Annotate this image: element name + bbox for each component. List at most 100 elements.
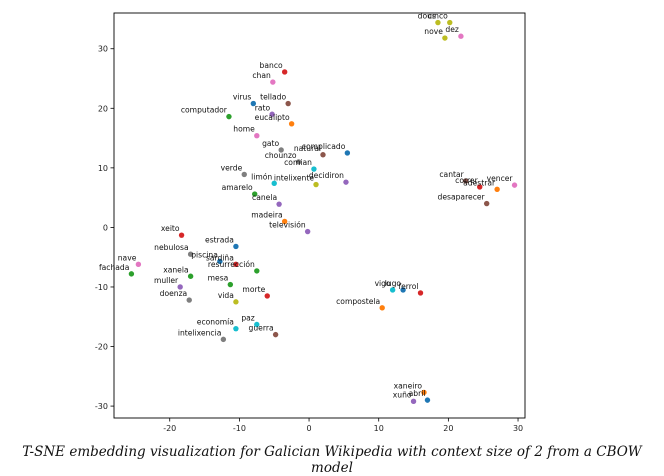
data-point xyxy=(477,184,483,190)
x-tick-label: 30 xyxy=(513,424,523,433)
data-point xyxy=(187,273,194,279)
point-label: eucalipto xyxy=(255,113,290,122)
plot-area xyxy=(113,12,526,419)
x-tick-label: -20 xyxy=(163,424,176,433)
data-point xyxy=(278,147,284,153)
point-label: gato xyxy=(262,139,279,148)
y-tick-label: 0 xyxy=(103,223,108,232)
point-label: estrada xyxy=(205,235,234,244)
point-label: abril xyxy=(409,389,426,398)
y-axis: -30 -20 -10 0 10 20 30 xyxy=(95,45,114,411)
point-label: cantar xyxy=(439,170,464,179)
point-label: vencer xyxy=(487,174,514,183)
point-label: intelixencia xyxy=(178,328,221,337)
point-label: piscina xyxy=(191,250,218,259)
data-point xyxy=(226,113,232,120)
data-point xyxy=(288,121,295,127)
point-label: home xyxy=(233,125,255,134)
point-label: morte xyxy=(242,285,265,294)
data-point xyxy=(424,397,431,403)
point-label: nave xyxy=(118,253,137,262)
point-label: economía xyxy=(197,318,234,327)
data-point xyxy=(435,19,441,26)
y-tick-label: -20 xyxy=(95,343,108,352)
point-label: chan xyxy=(252,71,271,80)
data-point xyxy=(442,35,448,41)
point-label: cinco xyxy=(428,12,448,21)
data-point xyxy=(269,111,275,117)
data-point xyxy=(272,331,279,338)
scatter-chart: -20 -10 0 10 20 30 -30 -20 -10 0 10 20 30 douscinco… xyxy=(95,12,526,433)
data-point xyxy=(494,186,500,192)
point-label: chounzo xyxy=(265,151,297,160)
point-label: limón xyxy=(251,172,272,181)
point-label: compostela xyxy=(336,297,380,306)
data-point xyxy=(270,79,276,85)
point-label: complicado xyxy=(302,142,346,151)
y-tick-label: 20 xyxy=(98,104,108,113)
point-label: sardiña xyxy=(206,253,234,262)
data-point xyxy=(421,389,427,396)
point-label: xuño xyxy=(393,390,412,399)
data-point xyxy=(233,243,239,250)
data-point xyxy=(271,180,277,187)
data-point xyxy=(233,325,239,332)
data-point xyxy=(187,251,194,257)
y-tick-label: -30 xyxy=(95,402,108,411)
data-point xyxy=(410,398,417,405)
point-label: tellado xyxy=(260,93,286,102)
data-point xyxy=(281,69,288,75)
data-point xyxy=(227,281,234,288)
data-point xyxy=(128,271,135,277)
data-point xyxy=(264,293,270,299)
x-tick-label: 0 xyxy=(307,424,312,433)
point-label: lugo xyxy=(385,279,402,288)
data-point xyxy=(320,152,326,158)
point-label: mesa xyxy=(208,274,229,283)
point-label: nebulosa xyxy=(154,243,188,252)
point-label: desaparecer xyxy=(438,193,486,202)
data-point xyxy=(311,166,317,172)
data-point xyxy=(217,258,223,265)
figure-caption: T-SNE embedding visualization for Galici… xyxy=(22,444,642,476)
data-point xyxy=(344,150,351,156)
point-label: canela xyxy=(252,193,277,202)
data-point xyxy=(285,100,291,107)
point-label: paz xyxy=(241,313,254,322)
point-label: computador xyxy=(181,106,228,115)
data-point xyxy=(343,179,349,185)
data-point xyxy=(511,182,518,188)
point-label: televisión xyxy=(269,221,306,230)
y-tick-label: 30 xyxy=(98,45,108,54)
data-point xyxy=(295,159,302,165)
point-label: banco xyxy=(260,61,283,70)
data-point xyxy=(483,200,490,207)
y-tick-label: 10 xyxy=(98,164,108,173)
point-label: ferrol xyxy=(398,282,418,291)
data-point xyxy=(178,232,185,238)
y-tick-label: -10 xyxy=(95,283,108,292)
point-label: doenza xyxy=(160,289,188,298)
scatter-points xyxy=(128,19,518,405)
data-point xyxy=(447,19,453,26)
point-label: rato xyxy=(255,103,271,112)
data-point xyxy=(177,284,183,290)
data-point xyxy=(254,132,260,139)
point-label: verde xyxy=(221,163,243,172)
point-label: dez xyxy=(445,25,458,34)
data-point xyxy=(400,287,406,293)
data-point xyxy=(389,287,396,293)
point-label: adestrar xyxy=(463,178,496,187)
x-tick-label: 20 xyxy=(443,424,453,433)
point-label: natural xyxy=(294,144,321,153)
data-point xyxy=(250,100,257,107)
point-label: vida xyxy=(218,291,234,300)
x-axis: -20 -10 0 10 20 30 xyxy=(163,418,523,433)
point-label: xaneiro xyxy=(394,381,423,390)
data-point xyxy=(254,321,260,328)
point-label: nove xyxy=(424,27,443,36)
data-point xyxy=(254,268,260,274)
point-label: guerra xyxy=(249,324,274,333)
data-point xyxy=(186,297,192,303)
